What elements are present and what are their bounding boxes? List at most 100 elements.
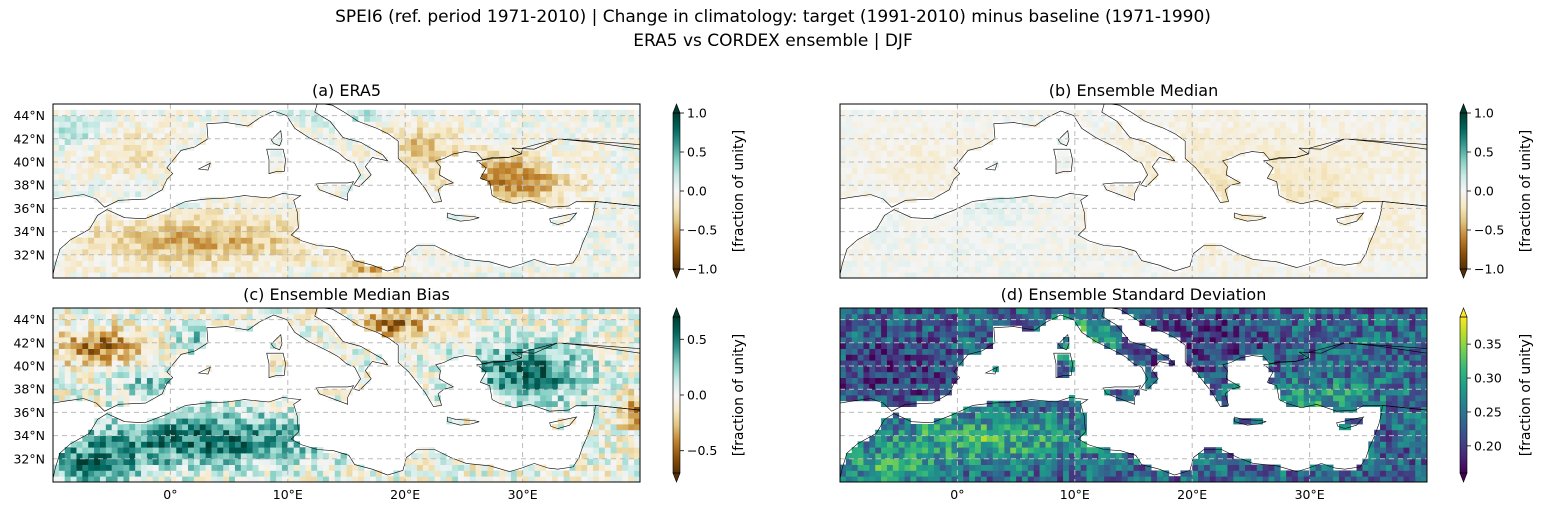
heatmap-cell [82,179,89,186]
heatmap-cell [1397,243,1404,250]
heatmap-cell [975,208,982,215]
heatmap-cell [1291,179,1299,186]
heatmap-cell [1127,260,1134,267]
heatmap-cell [975,202,982,209]
heatmap-cell [1321,266,1328,273]
heatmap-cell [170,127,177,134]
heatmap-cell [598,260,606,267]
heatmap-cell [99,144,107,151]
heatmap-cell [628,185,635,192]
heatmap-cell [1268,109,1275,116]
heatmap-cell [840,185,847,192]
heatmap-cell [1280,266,1287,273]
heatmap-cell [1321,121,1328,128]
heatmap-cell [1139,272,1146,278]
heatmap-cell [164,435,171,442]
heatmap-cell [1415,208,1422,215]
heatmap-cell [58,167,66,174]
heatmap-cell [1374,115,1381,122]
heatmap-cell [892,237,900,244]
heatmap-cell [76,109,83,116]
heatmap-cell [875,156,882,163]
heatmap-cell [53,167,60,174]
heatmap-cell [428,127,435,134]
heatmap-cell [323,185,330,192]
heatmap-cell [440,133,447,140]
heatmap-cell [123,138,130,145]
heatmap-cell [358,156,365,163]
heatmap-cell [1203,138,1211,145]
heatmap-cell [205,254,212,261]
heatmap-cell [575,144,582,151]
heatmap-cell [94,121,101,128]
heatmap-cell [141,342,148,349]
heatmap-cell [1380,260,1387,267]
heatmap-cell [1215,173,1222,180]
heatmap-cell [458,109,465,116]
heatmap-cell [1356,191,1363,198]
heatmap-cell [886,249,894,256]
heatmap-cell [422,144,430,151]
heatmap-cell [428,173,435,180]
heatmap-cell [904,225,911,232]
heatmap-cell [94,266,101,273]
heatmap-cell [199,254,207,261]
heatmap-cell [258,220,265,227]
heatmap-cell [264,225,271,232]
heatmap-cell [199,319,207,326]
heatmap-cell [117,249,124,256]
heatmap-cell [534,260,541,267]
heatmap-cell [229,429,236,436]
heatmap-cell [557,196,565,203]
heatmap-cell [428,162,435,169]
heatmap-cell [82,470,89,477]
heatmap-cell [246,196,253,203]
heatmap-cell [1174,272,1181,278]
heatmap-cell [1415,162,1422,169]
heatmap-cell [1391,179,1399,186]
heatmap-cell [129,389,136,396]
heatmap-cell [88,476,95,482]
heatmap-cell [551,150,559,157]
heatmap-cell [1250,214,1258,221]
heatmap-cell [176,325,183,332]
heatmap-cell [170,231,177,238]
heatmap-cell [493,167,500,174]
heatmap-cell [82,133,89,140]
heatmap-cell [898,214,905,221]
heatmap-cell [1391,127,1399,134]
heatmap-cell [581,266,588,273]
heatmap-cell [1333,173,1340,180]
heatmap-cell [1074,237,1082,244]
heatmap-cell [88,342,95,349]
heatmap-cell [1215,138,1222,145]
heatmap-cell [428,156,435,163]
heatmap-cell [223,476,230,482]
heatmap-cell [193,109,201,116]
heatmap-cell [152,266,160,273]
heatmap-cell [135,342,142,349]
heatmap-cell [176,272,183,278]
heatmap-cell [358,366,365,373]
heatmap-cell [1192,150,1199,157]
heatmap-cell [1280,173,1287,180]
heatmap-cell [616,156,623,163]
heatmap-cell [1415,167,1422,174]
heatmap-cell [551,196,559,203]
heatmap-cell [217,458,224,465]
heatmap-cell [70,115,77,122]
heatmap-cell [1016,249,1023,256]
heatmap-cell [53,260,60,267]
heatmap-cell [1356,179,1363,186]
heatmap-cell [969,208,976,215]
heatmap-cell [969,249,976,256]
heatmap-cell [1198,249,1205,256]
heatmap-cell [1274,133,1281,140]
heatmap-cell [986,208,994,215]
heatmap-cell [845,121,853,128]
heatmap-cell [875,162,882,169]
heatmap-cell [1233,138,1240,145]
heatmap-cell [76,162,83,169]
heatmap-cell [1321,185,1328,192]
heatmap-cell [70,354,77,361]
